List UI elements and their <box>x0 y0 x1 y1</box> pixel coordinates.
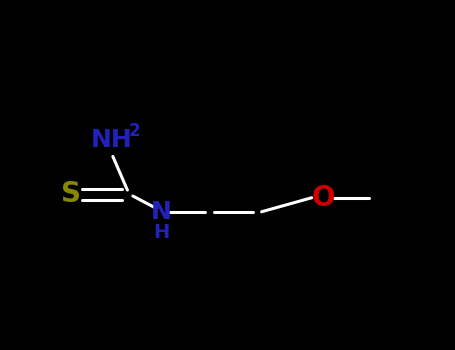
Text: O: O <box>311 184 335 212</box>
Text: S: S <box>61 180 81 208</box>
Text: 2: 2 <box>128 122 140 140</box>
Text: H: H <box>153 223 170 242</box>
Text: N: N <box>151 200 172 224</box>
Text: NH: NH <box>91 128 132 152</box>
